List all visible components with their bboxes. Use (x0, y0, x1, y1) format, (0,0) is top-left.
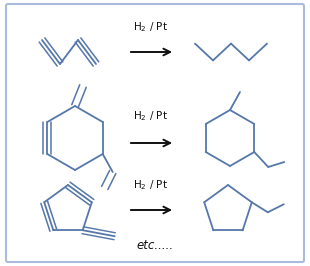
Text: H$_2$ / Pt: H$_2$ / Pt (134, 178, 169, 192)
FancyBboxPatch shape (6, 4, 304, 262)
Text: etc.....: etc..... (136, 239, 174, 252)
Text: H$_2$ / Pt: H$_2$ / Pt (134, 109, 169, 123)
Text: H$_2$ / Pt: H$_2$ / Pt (134, 20, 169, 34)
